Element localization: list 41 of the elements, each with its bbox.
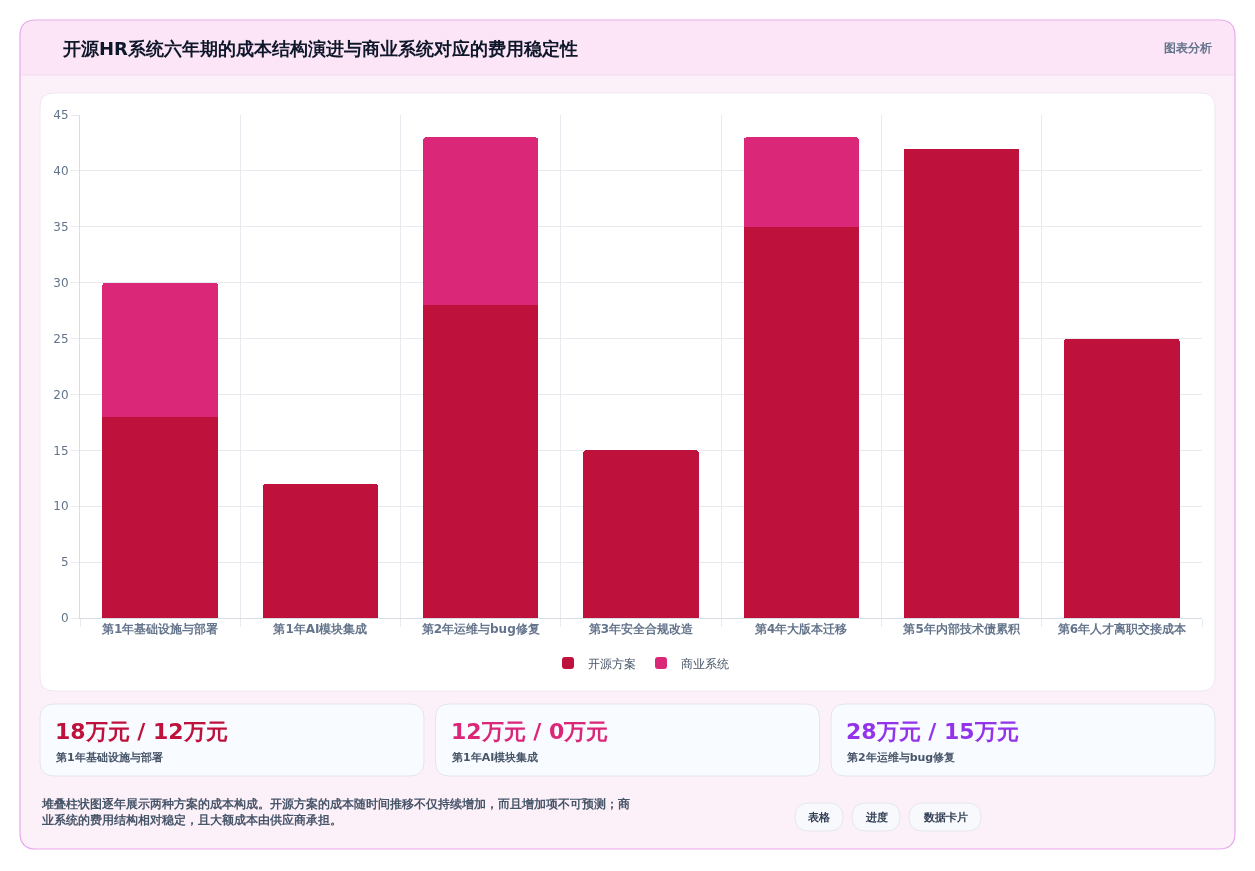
text: 第1年AI模块集成 <box>451 751 539 764</box>
chart-title: 开源HR系统六年期的成本结构演进与商业系统对应的费用稳定性 <box>62 38 578 60</box>
y-tick-label: 40 <box>53 164 69 179</box>
legend-label: 开源方案 <box>588 656 636 671</box>
text: 表格 <box>807 811 831 824</box>
y-tick-label: 45 <box>53 108 69 123</box>
bar <box>423 305 539 618</box>
bar <box>102 416 218 618</box>
y-tick-label: 35 <box>53 219 69 234</box>
text: 数据卡片 <box>923 811 968 824</box>
y-tick-label: 15 <box>53 443 69 458</box>
x-tick-label: 第6年人才离职交接成本 <box>1056 622 1188 637</box>
bar <box>1064 338 1180 618</box>
x-tick-label: 第5年内部技术债累积 <box>902 622 1021 637</box>
y-tick-label: 5 <box>60 555 69 570</box>
legend-label: 商业系统 <box>681 656 729 671</box>
text: 18万元 / 12万元 <box>55 719 228 744</box>
bar <box>743 226 859 618</box>
text: 12万元 / 0万元 <box>451 719 609 744</box>
x-tick-label: 第3年安全合规改造 <box>587 622 695 637</box>
bar <box>102 282 218 417</box>
bar <box>743 137 859 227</box>
bar <box>903 148 1020 618</box>
y-tick-label: 30 <box>53 275 69 290</box>
bar <box>262 483 379 618</box>
x-tick-label: 第1年AI模块集成 <box>272 622 368 637</box>
text: 进度 <box>865 811 888 824</box>
bar <box>583 450 699 618</box>
text: 堆叠柱状图逐年展示两种方案的成本构成。开源方案的成本随时间推移不仅持续增加，而且增加项不可预测；商业系统的费用结构相对稳定，且大额成本由供应商承担。 <box>41 797 630 827</box>
text: 第2年运维与bug修复 <box>846 751 956 764</box>
text: 图表分析 <box>1164 41 1212 55</box>
x-tick-label: 第1年基础设施与部署 <box>100 622 219 637</box>
y-tick-label: 25 <box>53 331 69 346</box>
y-tick-label: 20 <box>53 387 69 402</box>
x-tick-label: 第4年大版本迁移 <box>754 622 848 637</box>
x-tick-label: 第2年运维与bug修复 <box>420 622 540 637</box>
y-tick-label: 0 <box>60 611 69 626</box>
y-tick-label: 10 <box>53 499 69 514</box>
text: 第1年基础设施与部署 <box>55 751 163 764</box>
text: 28万元 / 15万元 <box>846 719 1019 744</box>
bar <box>423 137 539 306</box>
